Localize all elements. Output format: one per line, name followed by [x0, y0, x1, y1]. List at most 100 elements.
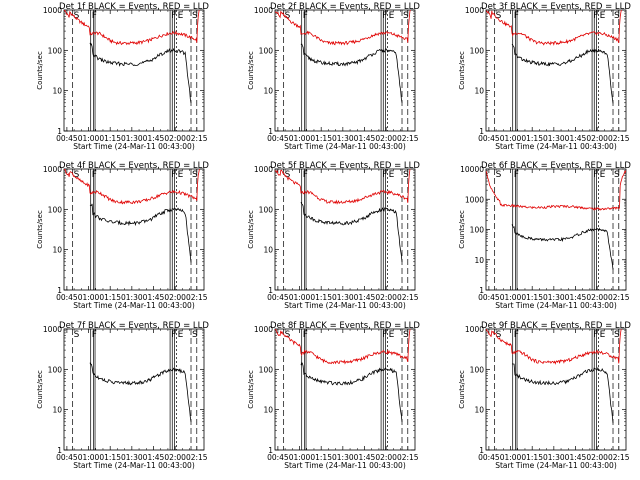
x-axis-label: Start Time (24-Mar-11 00:43:00)	[73, 301, 195, 310]
x-tick-label: 02:00	[375, 453, 397, 462]
x-tick-label: 00:45	[56, 134, 78, 143]
panel-det-3f: Det 3f BLACK = Events, RED = LLD 1 10 100 10…	[458, 2, 631, 151]
y-tick-label: 1	[57, 286, 62, 295]
event-marker-label: E	[389, 11, 395, 21]
events-series-line	[89, 42, 192, 104]
x-tick-label: 02:15	[186, 453, 208, 462]
x-axis-label: Start Time (24-Mar-11 00:43:00)	[495, 461, 617, 470]
x-axis: 00:45 01:00 01:15 01:30 01:45 02:00 02:15	[56, 169, 208, 302]
x-tick-label: 01:00	[78, 134, 100, 143]
panel-title: Det 3f BLACK = Events, RED = LLD	[481, 2, 631, 12]
panel-det-8f: Det 8f BLACK = Events, RED = LLD 1 10 100 10…	[247, 321, 420, 470]
event-marker-label: F	[303, 330, 308, 340]
y-tick-label: 10	[474, 406, 484, 415]
y-axis: 1 10 100 1000 10000	[460, 165, 626, 295]
y-axis: 1 10 100 1000	[43, 165, 204, 295]
event-marker-label: F	[382, 11, 387, 21]
events-series-line	[511, 363, 614, 424]
x-axis-label: Start Time (24-Mar-11 00:43:00)	[73, 461, 195, 470]
x-tick-label: 02:15	[186, 293, 208, 302]
event-marker-label: F	[382, 170, 387, 180]
panel-title: Det 9f BLACK = Events, RED = LLD	[481, 321, 631, 331]
event-marker-label: F	[92, 330, 97, 340]
y-tick-label: 100	[259, 46, 274, 55]
x-axis: 00:45 01:00 01:15 01:30 01:45 02:00 02:15	[267, 329, 419, 462]
y-tick-label: 10	[263, 406, 273, 415]
y-axis-label: Counts/sec	[458, 51, 466, 90]
x-tick-label: 00:45	[56, 293, 78, 302]
events-series-line	[89, 362, 192, 423]
x-tick-label: 02:00	[375, 134, 397, 143]
y-axis: 1 10 100 1000	[43, 325, 204, 455]
event-marker-label: S	[496, 11, 502, 21]
y-tick-label: 1000	[465, 6, 484, 15]
y-axis-label: Counts/sec	[247, 51, 255, 90]
events-series-line	[300, 361, 403, 422]
x-tick-label: 01:00	[500, 453, 522, 462]
panel-det-5f: Det 5f BLACK = Events, RED = LLD 1 10 100 10…	[247, 161, 420, 310]
x-tick-label: 00:45	[478, 134, 500, 143]
plot-frame	[274, 9, 416, 132]
x-tick-label: 00:45	[56, 453, 78, 462]
event-marker-label: F	[171, 170, 176, 180]
event-marker-label: F	[593, 330, 598, 340]
events-series-line	[511, 44, 614, 104]
x-tick-label: 01:30	[543, 134, 565, 143]
x-tick-label: 01:15	[310, 134, 332, 143]
x-tick-label: 02:15	[397, 293, 419, 302]
plot-frame	[274, 168, 416, 291]
x-tick-label: 02:15	[397, 453, 419, 462]
y-tick-label: 1	[57, 446, 62, 455]
event-marker-label: E	[178, 330, 184, 340]
panel-title: Det 1f BLACK = Events, RED = LLD	[59, 2, 209, 12]
event-marker-label: F	[92, 170, 97, 180]
event-marker-label: F	[593, 170, 598, 180]
y-tick-label: 10	[263, 246, 273, 255]
x-tick-label: 02:00	[164, 453, 186, 462]
x-tick-label: 02:00	[586, 293, 608, 302]
event-marker-label: F	[171, 330, 176, 340]
event-marker-label: S	[285, 11, 291, 21]
x-tick-label: 02:15	[608, 453, 630, 462]
y-axis: 1 10 100 1000	[465, 325, 626, 455]
y-axis: 1 10 100 1000	[254, 6, 415, 136]
y-axis-label: Counts/sec	[458, 370, 466, 409]
x-axis-label: Start Time (24-Mar-11 00:43:00)	[495, 301, 617, 310]
x-tick-label: 01:30	[121, 134, 143, 143]
y-tick-label: 10	[52, 246, 62, 255]
plot-frame	[63, 328, 205, 451]
y-tick-label: 100	[470, 46, 485, 55]
lld-series-line	[64, 10, 200, 46]
event-marker-label: F	[514, 11, 519, 21]
event-marker-label: F	[303, 170, 308, 180]
x-tick-label: 01:45	[143, 293, 165, 302]
x-axis: 00:45 01:00 01:15 01:30 01:45 02:00 02:15	[267, 10, 419, 143]
x-axis-label: Start Time (24-Mar-11 00:43:00)	[284, 301, 406, 310]
x-tick-label: 01:30	[121, 293, 143, 302]
x-tick-label: 01:15	[99, 134, 121, 143]
y-axis: 1 10 100 1000	[43, 6, 204, 136]
x-tick-label: 01:15	[310, 293, 332, 302]
x-tick-label: 01:30	[121, 453, 143, 462]
x-axis-label: Start Time (24-Mar-11 00:43:00)	[284, 142, 406, 151]
lld-series-line	[486, 170, 626, 211]
y-tick-label: 1	[57, 127, 62, 136]
plot-frame	[63, 9, 205, 132]
lld-series-line	[275, 169, 411, 205]
x-tick-label: 02:15	[608, 293, 630, 302]
panel-title: Det 2f BLACK = Events, RED = LLD	[270, 2, 420, 12]
plot-frame	[485, 9, 627, 132]
x-tick-label: 01:00	[289, 293, 311, 302]
y-axis: 1 10 100 1000	[254, 325, 415, 455]
event-marker-label: F	[514, 330, 519, 340]
y-tick-label: 100	[48, 205, 63, 214]
x-tick-label: 01:45	[565, 293, 587, 302]
lld-series-line	[486, 329, 622, 365]
y-axis-label: Counts/sec	[36, 51, 44, 90]
y-tick-label: 1000	[254, 325, 273, 334]
x-tick-label: 01:15	[99, 293, 121, 302]
